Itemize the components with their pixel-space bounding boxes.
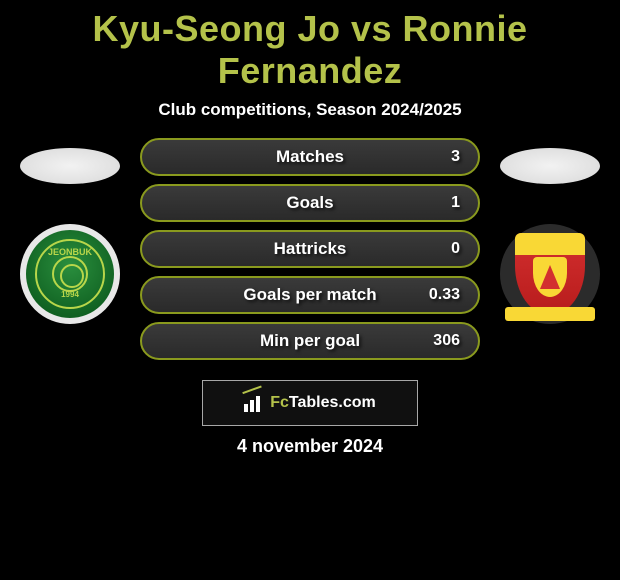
chart-icon [244,394,266,412]
brand-prefix: Fc [270,394,289,411]
stat-label: Goals per match [243,285,376,305]
stat-right-value: 306 [433,332,460,350]
player-photo-left [20,148,120,184]
club-badge-left: JEONBUK 1994 [20,224,120,324]
stats-column: Matches 3 Goals 1 Hattricks 0 Goals per … [130,138,490,368]
stat-row-min-per-goal: Min per goal 306 [140,322,480,360]
stat-right-value: 1 [451,194,460,212]
footer-brand-box: FcTables.com [202,380,418,426]
stat-label: Hattricks [274,239,347,259]
shield-top [515,233,585,255]
brand-suffix: Tables.com [289,394,376,411]
date-text: 4 november 2024 [0,436,620,457]
stat-label: Min per goal [260,331,360,351]
right-column [490,138,610,324]
comparison-card: Kyu-Seong Jo vs Ronnie Fernandez Club co… [0,0,620,457]
shield-center [533,257,567,297]
swirl-icon [52,256,88,292]
stat-right-value: 0 [451,240,460,258]
stat-right-value: 3 [451,148,460,166]
subtitle: Club competitions, Season 2024/2025 [0,100,620,120]
brand-logo: FcTables.com [244,394,376,412]
page-title: Kyu-Seong Jo vs Ronnie Fernandez [0,0,620,100]
stat-label: Goals [286,193,333,213]
shield-banner [505,307,595,321]
stat-right-value: 0.33 [429,286,460,304]
stat-row-hattricks: Hattricks 0 [140,230,480,268]
badge-left-year: 1994 [61,290,79,299]
club-badge-right [500,224,600,324]
stat-row-goals-per-match: Goals per match 0.33 [140,276,480,314]
brand-text: FcTables.com [270,394,376,412]
stat-label: Matches [276,147,344,167]
left-column: JEONBUK 1994 [10,138,130,324]
stat-row-matches: Matches 3 [140,138,480,176]
stat-row-goals: Goals 1 [140,184,480,222]
badge-left-inner: JEONBUK 1994 [35,239,105,309]
main-area: JEONBUK 1994 Matches 3 Goals 1 Hattricks… [0,138,620,368]
player-photo-right [500,148,600,184]
shield-icon [515,233,585,315]
